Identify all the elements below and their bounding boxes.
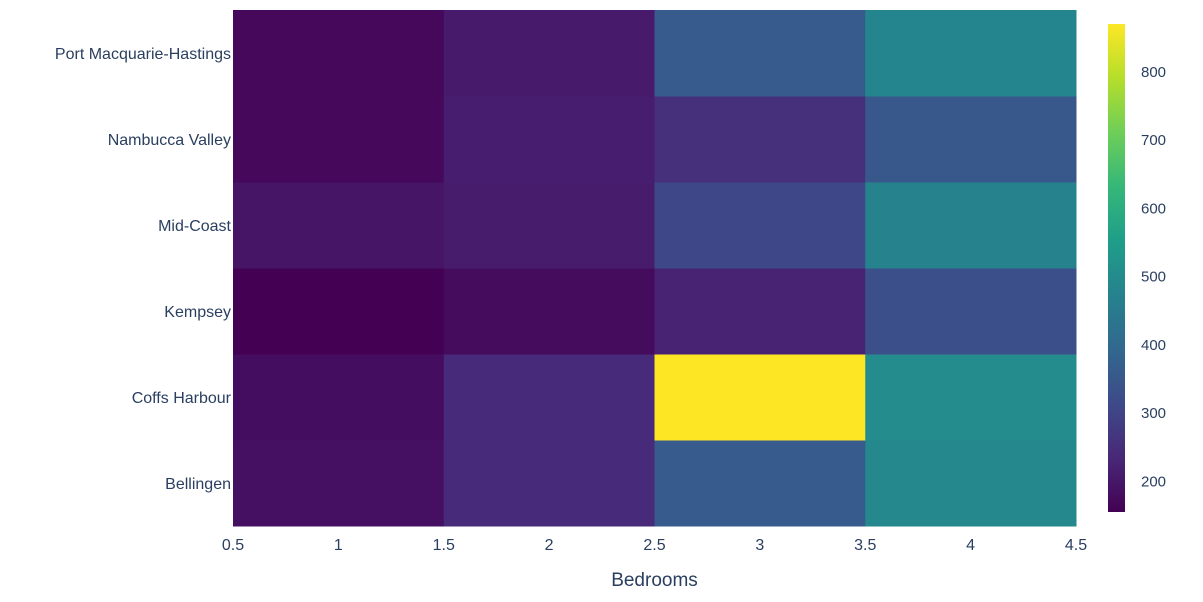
y-tick-label: Nambucca Valley [108,132,231,149]
heatmap-cell [865,354,1077,441]
colorbar-tick-label: 400 [1141,337,1166,354]
heatmap-cell [233,354,445,441]
heatmap-cell [443,182,655,269]
heatmap-cell [443,354,655,441]
x-tick-label: 3.5 [854,537,876,554]
colorbar-ticks: 200 300 400 500 600 700 800 [1141,64,1166,491]
y-tick-label: Mid-Coast [158,218,231,235]
x-tick-label: 1 [334,537,343,554]
colorbar-tick-label: 300 [1141,405,1166,422]
colorbar-tick-label: 600 [1141,200,1166,217]
colorbar-tick-label: 500 [1141,269,1166,286]
heatmap-cell [654,268,866,355]
heatmap-cell [654,354,866,441]
x-tick-label: 3 [755,537,764,554]
x-tick-label: 2 [545,537,554,554]
heatmap-cell [865,96,1077,183]
heatmap-cell [443,10,655,97]
colorbar-gradient [1108,24,1125,512]
heatmap-cell [233,182,445,269]
heatmap-cell [233,268,445,355]
x-tick-label: 4 [966,537,975,554]
heatmap-cells [233,10,1077,527]
heatmap-cell [654,182,866,269]
y-tick-label: Port Macquarie-Hastings [55,46,231,63]
x-axis-ticks: 0.5 1 1.5 2 2.5 3 3.5 4 4.5 [222,537,1087,554]
y-tick-label: Bellingen [165,476,231,493]
x-tick-label: 1.5 [433,537,455,554]
y-axis-ticks: Bellingen Coffs Harbour Kempsey Mid-Coast Na… [55,46,232,493]
heatmap-cell [233,10,445,97]
colorbar-tick-label: 200 [1141,473,1166,490]
heatmap-cell [865,440,1077,527]
heatmap-cell [654,440,866,527]
heatmap-cell [654,10,866,97]
y-tick-label: Coffs Harbour [132,390,232,407]
heatmap-cell [865,268,1077,355]
x-axis-title: Bedrooms [611,570,698,591]
heatmap-cell [654,96,866,183]
heatmap-cell [443,268,655,355]
x-tick-label: 2.5 [643,537,665,554]
x-tick-label: 0.5 [222,537,244,554]
heatmap-cell [865,182,1077,269]
colorbar-tick-label: 700 [1141,132,1166,149]
colorbar-tick-label: 800 [1141,64,1166,81]
heatmap-cell [865,10,1077,97]
heatmap-cell [233,96,445,183]
x-tick-label: 4.5 [1065,537,1087,554]
heatmap-cell [443,440,655,527]
heatmap-cell [233,440,445,527]
y-tick-label: Kempsey [164,304,231,321]
colorbar: 200 300 400 500 600 700 800 [1108,24,1166,512]
heatmap-cell [443,96,655,183]
